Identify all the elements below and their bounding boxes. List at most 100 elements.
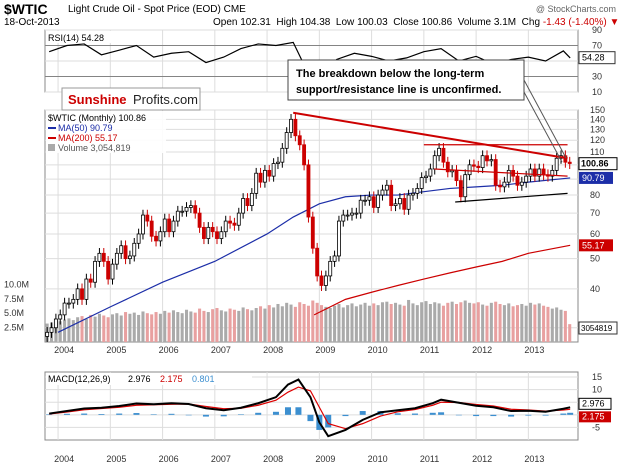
price-legend-bg: [46, 111, 166, 153]
volume-bar: [433, 302, 437, 342]
candle-body: [193, 205, 198, 214]
macd-histogram-bar: [185, 414, 192, 416]
candle-body: [75, 288, 80, 300]
macd-histogram-bar: [307, 414, 314, 422]
candle-body: [97, 252, 102, 262]
volume-bar: [450, 301, 454, 342]
volume-bar: [489, 302, 493, 342]
ma50-legend: MA(50) 90.79: [58, 123, 113, 133]
candle-body: [419, 177, 424, 189]
candle-body: [306, 164, 311, 218]
volume-bar: [254, 308, 258, 342]
rsi-legend-bg: [47, 31, 127, 43]
candle-body: [223, 220, 228, 233]
volume-bar: [93, 316, 97, 342]
ma50-value-label: 90.79: [582, 173, 605, 183]
ohlc-readout: Open 102.31 High 104.38 Low 100.03 Close…: [213, 17, 619, 28]
volume-bar: [63, 319, 67, 342]
candle-body: [363, 199, 367, 202]
macd-tick-label: -5: [592, 422, 600, 432]
volume-bar: [454, 303, 459, 342]
macd-histogram-bar: [81, 413, 88, 415]
candle-body: [167, 218, 172, 233]
candle-body: [258, 172, 263, 183]
volume-bar: [337, 303, 341, 342]
volume-bar: [354, 306, 358, 342]
candle-body: [158, 231, 163, 242]
macd-histogram-bar: [455, 414, 462, 416]
macd-x-label: 2009: [315, 454, 335, 464]
price-tick-label: 150: [590, 105, 605, 115]
macd-histogram-bar: [237, 414, 244, 415]
macd-histogram-bar: [394, 413, 401, 415]
rsi-value-box: [578, 51, 616, 65]
volume-bar: [276, 303, 280, 342]
volume-bar: [263, 308, 267, 342]
volume-bar: [311, 300, 315, 342]
macd-x-label: 2006: [159, 454, 179, 464]
volume-bar: [267, 305, 271, 342]
volume-bar: [420, 302, 424, 342]
volume-bar: [193, 312, 197, 342]
volume-bar: [228, 308, 232, 342]
price-tick-label: 130: [590, 124, 605, 134]
macd-histogram-bar: [272, 411, 279, 415]
candle-body: [228, 220, 232, 224]
chg-value: -1.43 (-1.40%): [542, 17, 607, 28]
candle-body: [393, 203, 398, 206]
candle-body: [537, 168, 542, 177]
candle-body: [119, 245, 124, 254]
volume-bar: [132, 312, 136, 342]
volume-bar: [176, 312, 180, 342]
candle-body: [114, 252, 119, 265]
candle-body: [567, 161, 572, 164]
price-tick-label: 40: [590, 284, 600, 294]
volume-bar: [550, 308, 554, 342]
volume-bar: [533, 304, 537, 342]
volume-legend-swatch: [48, 144, 55, 151]
chg-label: Chg: [521, 17, 541, 28]
volume-bar: [524, 305, 528, 342]
candle-body: [71, 298, 76, 304]
candle-body: [445, 161, 450, 173]
price-x-label: 2007: [211, 345, 231, 355]
volume-bar: [476, 302, 480, 342]
macd-x-label: 2005: [106, 454, 126, 464]
open-label: Open: [213, 17, 238, 28]
volume-bar: [106, 317, 110, 342]
macd-histogram-bar: [525, 414, 532, 416]
watermark: @ StockCharts.com: [535, 4, 616, 14]
candle-body: [53, 318, 58, 329]
candle-body: [415, 188, 420, 194]
trendline-resistance: [293, 111, 568, 160]
candle-body: [184, 207, 189, 212]
macd-histogram-bar: [438, 412, 445, 415]
macd-legend-hist: 0.801: [192, 374, 215, 384]
candle-body: [62, 302, 67, 316]
candle-body: [141, 214, 145, 235]
price-tick-label: 50: [590, 254, 600, 264]
price-x-label: 2004: [54, 345, 74, 355]
candle-body: [485, 155, 489, 162]
volume-bar: [424, 301, 428, 342]
candle-body: [345, 214, 350, 217]
macd-histogram-bar: [508, 414, 515, 417]
candle-body: [202, 226, 206, 239]
volume-bar: [171, 310, 175, 342]
annotation-pointer: [523, 91, 563, 163]
macd-x-label: 2004: [54, 454, 74, 464]
volume-bar: [468, 302, 472, 342]
macd-histogram-bar: [429, 412, 436, 415]
close-label: Close: [393, 17, 419, 28]
volume-bar: [137, 314, 141, 342]
candle-body: [215, 231, 219, 239]
annotation-line-2: support/resistance line is unconfirmed.: [296, 84, 501, 96]
candle-body: [458, 180, 463, 198]
volume-bar: [502, 305, 506, 342]
volume-bar: [302, 303, 306, 342]
candle-body: [310, 216, 315, 249]
volume-bar: [441, 305, 445, 342]
volume-bar: [494, 301, 498, 342]
candle-body: [267, 169, 272, 177]
